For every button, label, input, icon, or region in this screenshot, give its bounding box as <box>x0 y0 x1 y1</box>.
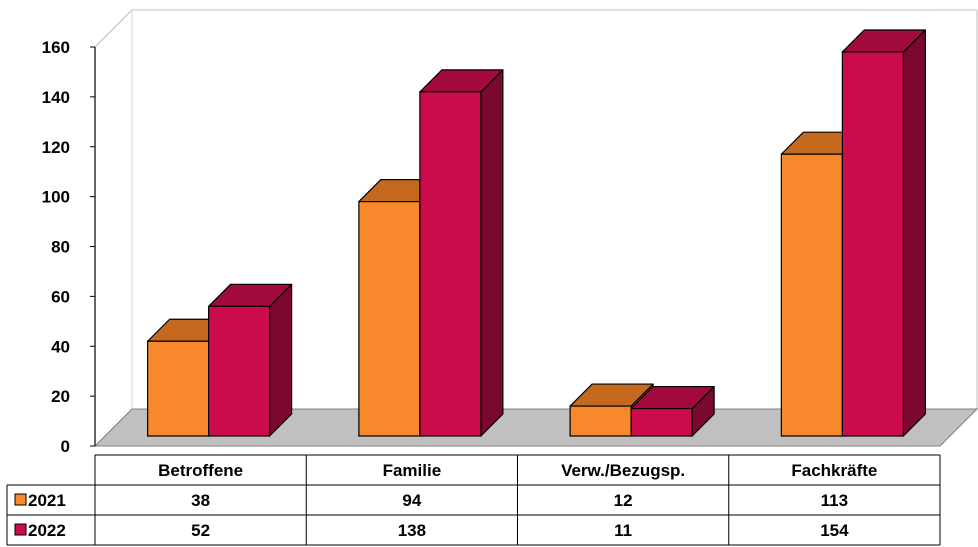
y-tick-label: 0 <box>61 437 70 456</box>
y-tick-label: 140 <box>42 88 70 107</box>
legend-label: 2022 <box>28 521 66 540</box>
category-label: Verw./Bezugsp. <box>561 461 685 480</box>
legend-swatch <box>14 523 27 536</box>
category-label: Betroffene <box>158 461 243 480</box>
data-label: 138 <box>398 521 426 540</box>
y-tick-label: 160 <box>42 38 70 57</box>
data-label: 52 <box>191 521 210 540</box>
bar <box>419 69 504 437</box>
legend-swatch <box>14 493 27 506</box>
bar-front <box>630 407 693 437</box>
y-tick-label: 100 <box>42 188 70 207</box>
bar <box>630 385 715 437</box>
floor-plane <box>93 408 978 447</box>
data-table: Betroffene Familie Verw./Bezugsp. Fachkräft… <box>6 454 941 546</box>
bar-side <box>902 29 926 437</box>
y-tick-label: 120 <box>42 138 70 157</box>
bar-front <box>147 340 210 437</box>
y-axis: 0 20 40 60 80 100 120 140 160 <box>42 38 96 456</box>
bar-side <box>269 283 293 437</box>
chart-floor <box>93 408 978 447</box>
bar-front <box>419 91 482 437</box>
data-label: 154 <box>820 521 849 540</box>
category-label: Familie <box>383 461 442 480</box>
y-tick-label: 40 <box>51 337 70 356</box>
bar-front <box>780 153 843 437</box>
bar-side <box>480 69 504 437</box>
category-label: Fachkräfte <box>791 461 877 480</box>
bar <box>208 283 293 437</box>
data-label: 113 <box>821 491 848 510</box>
data-label: 38 <box>191 491 210 510</box>
bar <box>841 29 926 437</box>
data-label: 94 <box>402 491 421 510</box>
y-tick-label: 20 <box>51 387 70 406</box>
bar-front <box>208 305 271 437</box>
bar-front <box>841 51 904 437</box>
legend-label: 2021 <box>28 491 66 510</box>
bar-front <box>358 200 421 437</box>
y-tick-label: 60 <box>51 287 70 306</box>
data-label: 12 <box>614 491 633 510</box>
bars <box>147 29 926 437</box>
bar-front <box>569 405 632 437</box>
y-tick-label: 80 <box>51 238 70 257</box>
data-label: 11 <box>614 521 632 540</box>
